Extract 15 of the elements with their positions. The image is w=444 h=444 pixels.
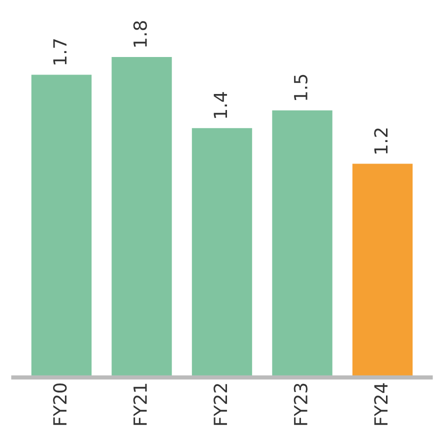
data-label: 1.5 [294,74,308,100]
data-label: 1.8 [133,21,147,47]
x-tick-label: FY24 [374,383,388,425]
data-label: 1.2 [374,128,388,154]
bar [352,164,413,378]
x-tick-label: FY22 [214,384,227,425]
data-label: 1.4 [214,92,227,118]
bar [31,74,92,378]
x-tick-label: FY23 [294,384,308,425]
x-tick-label: FY20 [53,383,67,425]
x-tick-label: FY21 [133,384,147,425]
data-label: 1.7 [53,39,66,64]
bar [192,128,252,378]
bar [272,110,332,378]
bar [112,56,172,378]
